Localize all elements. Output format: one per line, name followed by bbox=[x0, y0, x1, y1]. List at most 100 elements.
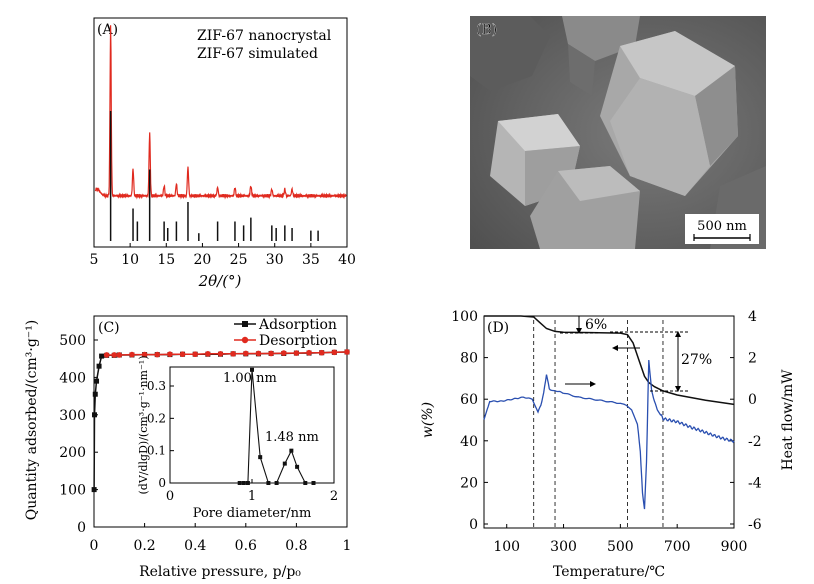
c-xtick-label-1: 0.2 bbox=[133, 538, 155, 554]
adsorption-point-3 bbox=[94, 378, 100, 384]
inset-xlabel: Pore diameter/nm bbox=[193, 506, 312, 521]
d-ytick-label-3: 60 bbox=[460, 392, 478, 408]
inset-point-2 bbox=[245, 481, 250, 485]
inset-point-3 bbox=[250, 367, 254, 372]
legend-desorption-marker bbox=[241, 336, 249, 344]
adsorption-point-2 bbox=[92, 391, 98, 397]
d-y2tick-label-1: -4 bbox=[748, 475, 762, 491]
inset-ytick-label-2: 0.2 bbox=[147, 411, 166, 425]
d-y2tick-label-5: 4 bbox=[748, 309, 757, 325]
legend-a-1: ZIF-67 simulated bbox=[197, 46, 318, 62]
adsorption-point-5 bbox=[99, 353, 105, 359]
scalebar-label: 500 nm bbox=[697, 219, 747, 234]
sem-image: (B) 500 nm bbox=[470, 16, 766, 249]
legend-a-0: ZIF-67 nanocrystal bbox=[197, 28, 332, 44]
bracket-6-arrowhead bbox=[576, 328, 582, 334]
c-xtick-label-4: 0.8 bbox=[285, 538, 307, 554]
desorption-point-11 bbox=[230, 351, 236, 357]
crystal-large-side bbox=[695, 66, 738, 166]
inset-point-8 bbox=[289, 448, 294, 453]
c-xtick-label-2: 0.4 bbox=[184, 538, 206, 554]
desorption-point-12 bbox=[243, 350, 249, 357]
panel-a: (A) ZIF-67 nanocrystal ZIF-67 simulated … bbox=[90, 17, 356, 290]
adsorption-point-0 bbox=[91, 487, 97, 493]
scalebar-box bbox=[685, 214, 759, 244]
d-ytick-label-0: 0 bbox=[469, 517, 478, 533]
d-xtick-label-1: 300 bbox=[550, 539, 577, 555]
c-xlabel: Relative pressure, p/p₀ bbox=[139, 564, 301, 580]
a-xtick-label-3: 20 bbox=[194, 252, 212, 268]
crystal-left-top bbox=[498, 114, 580, 151]
panel-d: (D) 100 300 500 700 900 0 20 40 60 80 100 -6 -4 -2 0 2 4… bbox=[420, 309, 796, 580]
desorption-point-3 bbox=[129, 351, 135, 358]
crystal-top-left bbox=[470, 16, 550, 91]
desorption-point-8 bbox=[192, 351, 198, 358]
series-dsc-line bbox=[483, 359, 735, 510]
inset-ytick-label-0: 0 bbox=[158, 476, 166, 490]
desorption-point-20 bbox=[344, 349, 350, 355]
annot-27pct: 27% bbox=[681, 352, 712, 368]
inset-point-6 bbox=[274, 481, 279, 485]
inset-peak-2-label: 1.48 nm bbox=[265, 430, 319, 445]
d-ylabel: w(%) bbox=[420, 402, 436, 438]
panel-a-label: (A) bbox=[97, 22, 118, 38]
inset-frame bbox=[169, 366, 335, 484]
panel-c-label: (C) bbox=[98, 320, 120, 336]
desorption-point-18 bbox=[318, 349, 325, 356]
bracket-27-arrowhead-bottom bbox=[675, 386, 681, 392]
crystal-top-middle-face bbox=[568, 44, 595, 96]
desorption-point-14 bbox=[268, 350, 274, 357]
d-xtick-label-3: 700 bbox=[664, 539, 691, 555]
desorption-point-6 bbox=[167, 351, 173, 358]
desorption-point-1 bbox=[111, 352, 118, 358]
a-xtick-label-4: 25 bbox=[230, 252, 248, 268]
inset-xtick-label-0: 0 bbox=[166, 489, 174, 504]
d-y2tick-label-2: -2 bbox=[748, 434, 762, 450]
inset-point-10 bbox=[303, 481, 308, 485]
desorption-point-5 bbox=[154, 351, 161, 358]
desorption-point-9 bbox=[205, 351, 211, 357]
desorption-point-0 bbox=[103, 352, 110, 358]
c-ylabel: Quantity adsorbed/(cm³·g⁻¹) bbox=[24, 320, 40, 521]
desorption-point-15 bbox=[280, 350, 287, 356]
panel-d-frame bbox=[483, 315, 735, 529]
legend-adsorption-marker bbox=[242, 321, 248, 327]
inset-point-11 bbox=[311, 481, 316, 485]
desorption-point-10 bbox=[217, 351, 224, 357]
a-xtick-label-6: 35 bbox=[302, 252, 320, 268]
inset-ylabel: (dV/dlgD)/(cm³·g⁻¹·nm⁻¹) bbox=[137, 356, 150, 495]
d-xlabel: Temperature/℃ bbox=[553, 564, 665, 580]
c-xtick-label-5: 1 bbox=[343, 538, 352, 554]
crystal-bottom-top bbox=[558, 166, 640, 201]
inset-xtick-label-2: 2 bbox=[330, 489, 338, 504]
d-y2tick-label-4: 2 bbox=[748, 351, 757, 367]
a-xtick-label-0: 5 bbox=[90, 252, 99, 268]
a-xlabel: 2θ/(°) bbox=[198, 272, 242, 290]
legend-adsorption: Adsorption bbox=[258, 317, 337, 333]
annot-6pct: 6% bbox=[585, 317, 607, 333]
inset-peak-1-label: 1.00 nm bbox=[223, 371, 277, 386]
desorption-point-16 bbox=[293, 350, 300, 356]
adsorption-point-4 bbox=[96, 363, 102, 369]
inset-ytick-label-3: 0.3 bbox=[147, 379, 166, 393]
adsorption-point-1 bbox=[92, 412, 98, 418]
a-xtick-label-7: 40 bbox=[338, 252, 356, 268]
desorption-point-19 bbox=[331, 349, 338, 356]
c-ytick-label-4: 400 bbox=[59, 370, 86, 386]
c-ytick-label-1: 100 bbox=[59, 483, 86, 499]
sem-micrograph: (B) 500 nm bbox=[470, 16, 766, 249]
desorption-point-17 bbox=[306, 349, 312, 356]
c-ytick-label-5: 500 bbox=[59, 333, 86, 349]
arrow-right-head bbox=[590, 381, 596, 387]
desorption-point-13 bbox=[255, 350, 262, 357]
d-y2tick-label-3: 0 bbox=[748, 392, 757, 408]
c-ytick-label-2: 200 bbox=[59, 445, 86, 461]
inset-point-0 bbox=[237, 481, 242, 485]
inset-point-4 bbox=[258, 455, 263, 460]
bracket-27-arrowhead-top bbox=[675, 331, 681, 337]
panel-b-label: (B) bbox=[476, 22, 497, 38]
desorption-point-2 bbox=[116, 352, 123, 358]
inset-ytick-label-1: 0.1 bbox=[147, 444, 166, 458]
d-ytick-label-4: 80 bbox=[460, 351, 478, 367]
